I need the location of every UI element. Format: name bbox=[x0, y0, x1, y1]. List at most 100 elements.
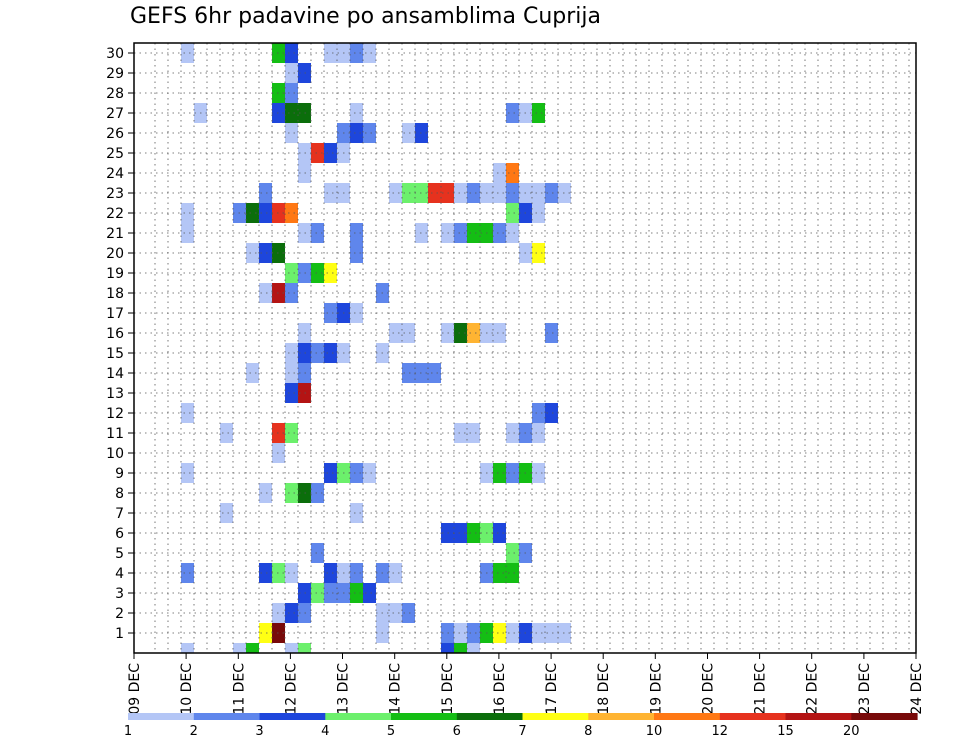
heatmap-cell bbox=[285, 123, 298, 143]
y-tick-label: 10 bbox=[106, 446, 124, 462]
heatmap-cell bbox=[324, 143, 337, 163]
y-tick-label: 7 bbox=[115, 506, 124, 522]
colorbar-swatch bbox=[654, 713, 721, 720]
heatmap-cell bbox=[545, 183, 558, 203]
y-tick-label: 30 bbox=[106, 46, 124, 62]
colorbar-label: 5 bbox=[387, 724, 395, 739]
y-tick-label: 5 bbox=[115, 546, 124, 562]
heatmap-cell bbox=[428, 183, 441, 203]
colorbar-label: 12 bbox=[712, 724, 729, 739]
heatmap-cell bbox=[545, 403, 558, 423]
heatmap-cell bbox=[454, 623, 467, 643]
heatmap-cell bbox=[493, 563, 506, 583]
heatmap-cell bbox=[298, 643, 311, 653]
heatmap-cell bbox=[506, 203, 519, 223]
y-tick-label: 16 bbox=[106, 326, 124, 342]
heatmap-cell bbox=[181, 403, 194, 423]
heatmap-cell bbox=[181, 223, 194, 243]
heatmap-cell bbox=[259, 203, 272, 223]
heatmap-cell bbox=[441, 643, 454, 653]
heatmap-cell bbox=[428, 363, 441, 383]
heatmap-cell bbox=[220, 503, 233, 523]
colorbar-label: 20 bbox=[843, 724, 860, 739]
x-tick-label: 15 DEC bbox=[440, 663, 456, 715]
heatmap-cell bbox=[402, 183, 415, 203]
colorbar-label: 8 bbox=[584, 724, 592, 739]
heatmap-cell bbox=[493, 223, 506, 243]
x-tick-label: 24 DEC bbox=[909, 663, 925, 715]
heatmap-cell bbox=[402, 323, 415, 343]
colorbar-swatch bbox=[325, 713, 392, 720]
heatmap-cell bbox=[350, 563, 363, 583]
heatmap-cell bbox=[285, 343, 298, 363]
x-tick-label: 14 DEC bbox=[388, 663, 404, 715]
heatmap-cell bbox=[311, 483, 324, 503]
x-tick-label: 22 DEC bbox=[805, 663, 821, 715]
y-tick-label: 2 bbox=[115, 606, 124, 622]
heatmap-cell bbox=[285, 363, 298, 383]
heatmap-cell bbox=[506, 543, 519, 563]
heatmap-cell bbox=[259, 483, 272, 503]
heatmap-cell bbox=[246, 643, 259, 653]
x-tick-label: 17 DEC bbox=[544, 663, 560, 715]
heatmap-cell bbox=[324, 43, 337, 63]
y-tick-label: 15 bbox=[106, 346, 124, 362]
heatmap-cell bbox=[350, 503, 363, 523]
heatmap-cell bbox=[311, 343, 324, 363]
heatmap-cell bbox=[311, 263, 324, 283]
heatmap-cell bbox=[181, 563, 194, 583]
heatmap-cell bbox=[285, 103, 298, 123]
heatmap-cell bbox=[246, 203, 259, 223]
colorbar-label: 6 bbox=[453, 724, 461, 739]
heatmap-cell bbox=[389, 563, 402, 583]
heatmap-cell bbox=[181, 203, 194, 223]
heatmap-cell bbox=[259, 563, 272, 583]
heatmap-cell bbox=[493, 623, 506, 643]
x-tick-label: 16 DEC bbox=[492, 663, 508, 715]
heatmap-cell bbox=[402, 603, 415, 623]
heatmap-cell bbox=[285, 383, 298, 403]
y-tick-label: 12 bbox=[106, 406, 124, 422]
heatmap-cell bbox=[285, 63, 298, 83]
heatmap-cell bbox=[285, 423, 298, 443]
colorbar-label: 15 bbox=[777, 724, 794, 739]
x-tick-label: 20 DEC bbox=[701, 663, 717, 715]
y-tick-label: 8 bbox=[115, 486, 124, 502]
heatmap-cell bbox=[233, 643, 246, 653]
heatmap-cell bbox=[532, 183, 545, 203]
heatmap-cell bbox=[285, 483, 298, 503]
heatmap-cell bbox=[259, 283, 272, 303]
heatmap-cell bbox=[363, 583, 376, 603]
heatmap-cell bbox=[311, 543, 324, 563]
heatmap-cell bbox=[493, 323, 506, 343]
heatmap-cell bbox=[311, 583, 324, 603]
colorbar-swatch bbox=[785, 713, 852, 720]
heatmap-cell bbox=[324, 563, 337, 583]
y-tick-label: 29 bbox=[106, 66, 124, 82]
colorbar-label: 4 bbox=[321, 724, 329, 739]
heatmap-cell bbox=[467, 423, 480, 443]
y-tick-label: 4 bbox=[115, 566, 124, 582]
heatmap-cell bbox=[402, 363, 415, 383]
plot-frame bbox=[133, 42, 917, 654]
heatmap-cell bbox=[285, 563, 298, 583]
heatmap-cell bbox=[350, 223, 363, 243]
heatmap-cell bbox=[467, 523, 480, 543]
heatmap-cell bbox=[454, 643, 467, 653]
heatmap-cell bbox=[363, 43, 376, 63]
x-tick-label: 18 DEC bbox=[596, 663, 612, 715]
y-tick-label: 17 bbox=[106, 306, 124, 322]
heatmap-cell bbox=[454, 323, 467, 343]
y-tick-label: 25 bbox=[106, 146, 124, 162]
heatmap-cell bbox=[493, 523, 506, 543]
heatmap-cell bbox=[324, 583, 337, 603]
heatmap-cell bbox=[506, 623, 519, 643]
colorbar-label: 1 bbox=[124, 724, 132, 739]
heatmap-cell bbox=[311, 143, 324, 163]
heatmap-cell bbox=[402, 123, 415, 143]
heatmap-cell bbox=[324, 463, 337, 483]
x-tick-label: 12 DEC bbox=[283, 663, 299, 715]
heatmap-cell bbox=[493, 163, 506, 183]
y-tick-label: 13 bbox=[106, 386, 124, 402]
heatmap-cell bbox=[363, 463, 376, 483]
